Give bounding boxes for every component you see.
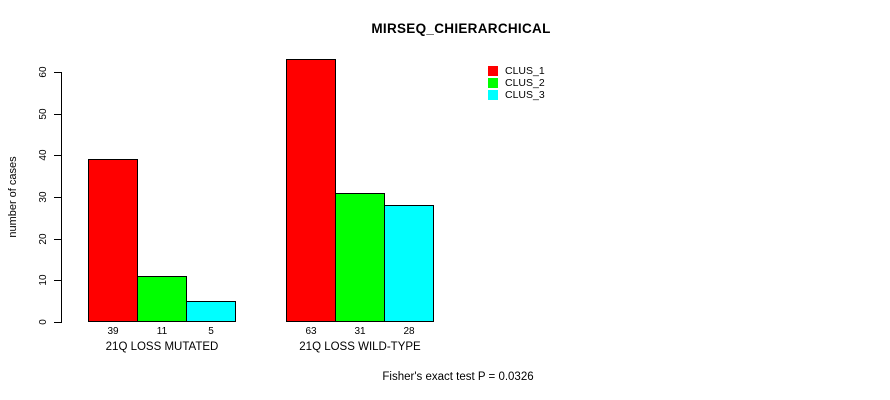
y-axis-tick-label: 20 [38,233,49,245]
legend-entry: CLUS_1 [488,66,545,76]
bar-value-label: 5 [208,326,214,337]
legend-entry: CLUS_3 [488,90,545,100]
legend-swatch [488,90,498,100]
bar-value-label: 11 [156,326,168,337]
bar-value-label: 31 [354,326,366,337]
bar-value-label: 39 [107,326,119,337]
legend-swatch [488,66,498,76]
y-axis-tick [54,280,61,281]
y-axis-line [61,72,62,323]
y-axis-tick-label: 0 [38,319,49,325]
legend-swatch [488,78,498,88]
bar [88,159,138,322]
y-axis-tick [54,322,61,323]
chart-title: MIRSEQ_CHIERARCHICAL [371,21,551,36]
annotation-text: Fisher's exact test P = 0.0326 [382,371,534,383]
legend-entry: CLUS_2 [488,78,545,88]
legend-label: CLUS_2 [505,77,545,89]
bar-value-label: 28 [403,326,415,337]
y-axis-tick [54,72,61,73]
y-axis-tick [54,155,61,156]
y-axis-tick [54,197,61,198]
y-axis-tick-label: 60 [38,66,49,78]
category-label: 21Q LOSS WILD-TYPE [299,341,421,353]
y-axis-tick [54,239,61,240]
bar [384,205,434,322]
y-axis-tick-label: 10 [38,274,49,286]
y-axis-label: number of cases [7,156,19,238]
y-axis-tick-label: 40 [38,149,49,161]
y-axis-tick-label: 50 [38,108,49,120]
category-label: 21Q LOSS MUTATED [105,341,219,353]
legend-label: CLUS_3 [505,89,545,101]
bar-value-label: 63 [305,326,317,337]
bar [186,301,236,322]
y-axis-tick-label: 30 [38,191,49,203]
bar [286,59,336,322]
bar [137,276,187,322]
bar [335,193,385,322]
y-axis-tick [54,114,61,115]
legend-label: CLUS_1 [505,65,545,77]
